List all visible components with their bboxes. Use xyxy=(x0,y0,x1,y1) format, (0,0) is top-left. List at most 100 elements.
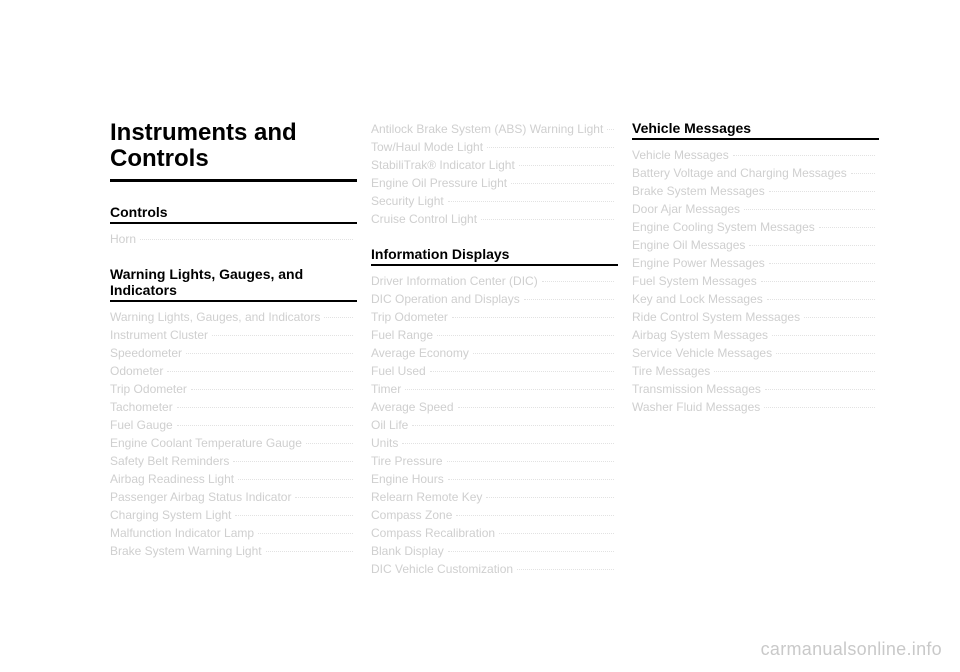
toc-label: Fuel Used xyxy=(371,362,426,380)
toc-label: Charging System Light xyxy=(110,506,231,524)
leader-dots xyxy=(769,182,875,192)
toc-label: Tire Pressure xyxy=(371,452,443,470)
toc-label: Speedometer xyxy=(110,344,182,362)
toc-label: Oil Life xyxy=(371,416,408,434)
toc-entry: Compass Recalibration xyxy=(371,524,618,542)
toc-label: Cruise Control Light xyxy=(371,210,477,228)
toc-entry: Door Ajar Messages xyxy=(632,200,879,218)
leader-dots xyxy=(767,290,875,300)
leader-dots xyxy=(517,560,614,570)
leader-dots xyxy=(447,452,614,462)
toc-label: Trip Odometer xyxy=(110,380,187,398)
leader-dots xyxy=(499,524,614,534)
toc-entry: Fuel Gauge xyxy=(110,416,357,434)
toc-entry: Oil Life xyxy=(371,416,618,434)
leader-dots xyxy=(402,434,614,444)
toc-entry: Fuel Used xyxy=(371,362,618,380)
spacer xyxy=(371,228,618,246)
toc-label: Washer Fluid Messages xyxy=(632,398,760,416)
leader-dots xyxy=(235,506,353,516)
toc-entries-group: Warning Lights, Gauges, and IndicatorsIn… xyxy=(110,308,357,560)
leader-dots xyxy=(744,200,875,210)
toc-entry: Safety Belt Reminders xyxy=(110,452,357,470)
section-heading-controls: Controls xyxy=(110,204,357,224)
toc-label: Average Speed xyxy=(371,398,454,416)
toc-entry: Odometer xyxy=(110,362,357,380)
leader-dots xyxy=(519,156,614,166)
toc-entry: Antilock Brake System (ABS) Warning Ligh… xyxy=(371,120,618,138)
toc-label: Engine Oil Pressure Light xyxy=(371,174,507,192)
toc-entry: Engine Cooling System Messages xyxy=(632,218,879,236)
leader-dots xyxy=(177,416,353,426)
toc-label: Units xyxy=(371,434,398,452)
toc-label: Security Light xyxy=(371,192,444,210)
toc-label: Fuel Gauge xyxy=(110,416,173,434)
leader-dots xyxy=(765,380,875,390)
toc-label: Engine Power Messages xyxy=(632,254,765,272)
toc-label: Key and Lock Messages xyxy=(632,290,763,308)
toc-label: StabiliTrak® Indicator Light xyxy=(371,156,515,174)
toc-label: Transmission Messages xyxy=(632,380,761,398)
leader-dots xyxy=(295,488,353,498)
toc-entry: Trip Odometer xyxy=(110,380,357,398)
toc-entry: Security Light xyxy=(371,192,618,210)
toc-entry: Units xyxy=(371,434,618,452)
toc-entry: Tire Messages xyxy=(632,362,879,380)
toc-entry: Blank Display xyxy=(371,542,618,560)
toc-entry: Trip Odometer xyxy=(371,308,618,326)
leader-dots xyxy=(511,174,614,184)
toc-entry: Charging System Light xyxy=(110,506,357,524)
leader-dots xyxy=(524,290,614,300)
toc-entry: Instrument Cluster xyxy=(110,326,357,344)
leader-dots xyxy=(486,488,614,498)
leader-dots xyxy=(452,308,614,318)
leader-dots xyxy=(448,470,614,480)
toc-entry: Average Speed xyxy=(371,398,618,416)
toc-label: Horn xyxy=(110,230,136,248)
chapter-title: Instruments and Controls xyxy=(110,120,357,182)
leader-dots xyxy=(458,398,614,408)
toc-label: Tire Messages xyxy=(632,362,710,380)
toc-label: Engine Oil Messages xyxy=(632,236,745,254)
toc-label: Timer xyxy=(371,380,401,398)
toc-column-3: Vehicle Messages Vehicle MessagesBattery… xyxy=(632,120,879,578)
toc-entry: Horn xyxy=(110,230,357,248)
toc-label: Odometer xyxy=(110,362,163,380)
leader-dots xyxy=(238,470,353,480)
leader-dots xyxy=(772,326,875,336)
leader-dots xyxy=(258,524,353,534)
toc-entry: Relearn Remote Key xyxy=(371,488,618,506)
toc-label: DIC Operation and Displays xyxy=(371,290,520,308)
toc-entry: Driver Information Center (DIC) xyxy=(371,272,618,290)
leader-dots xyxy=(448,542,614,552)
leader-dots xyxy=(430,362,614,372)
toc-entry: Tachometer xyxy=(110,398,357,416)
toc-label: Driver Information Center (DIC) xyxy=(371,272,538,290)
toc-entry: Cruise Control Light xyxy=(371,210,618,228)
leader-dots xyxy=(191,380,353,390)
toc-label: Tachometer xyxy=(110,398,173,416)
leader-dots xyxy=(324,308,353,318)
toc-entry: Average Economy xyxy=(371,344,618,362)
leader-dots xyxy=(448,192,614,202)
toc-label: Airbag Readiness Light xyxy=(110,470,234,488)
toc-label: Engine Hours xyxy=(371,470,444,488)
toc-entry: Engine Power Messages xyxy=(632,254,879,272)
leader-dots xyxy=(764,398,875,408)
leader-dots xyxy=(481,210,614,220)
toc-label: DIC Vehicle Customization xyxy=(371,560,513,578)
toc-label: Passenger Airbag Status Indicator xyxy=(110,488,291,506)
toc-entry: Airbag Readiness Light xyxy=(110,470,357,488)
toc-entry: DIC Vehicle Customization xyxy=(371,560,618,578)
leader-dots xyxy=(456,506,614,516)
leader-dots xyxy=(405,380,614,390)
toc-entry: Tire Pressure xyxy=(371,452,618,470)
leader-dots xyxy=(607,120,614,130)
toc-entry: Brake System Warning Light xyxy=(110,542,357,560)
toc-label: Brake System Warning Light xyxy=(110,542,262,560)
toc-entry: Vehicle Messages xyxy=(632,146,879,164)
toc-entry: Tow/Haul Mode Light xyxy=(371,138,618,156)
toc-label: Relearn Remote Key xyxy=(371,488,482,506)
toc-column-2: Antilock Brake System (ABS) Warning Ligh… xyxy=(371,120,618,578)
toc-label: Fuel Range xyxy=(371,326,433,344)
